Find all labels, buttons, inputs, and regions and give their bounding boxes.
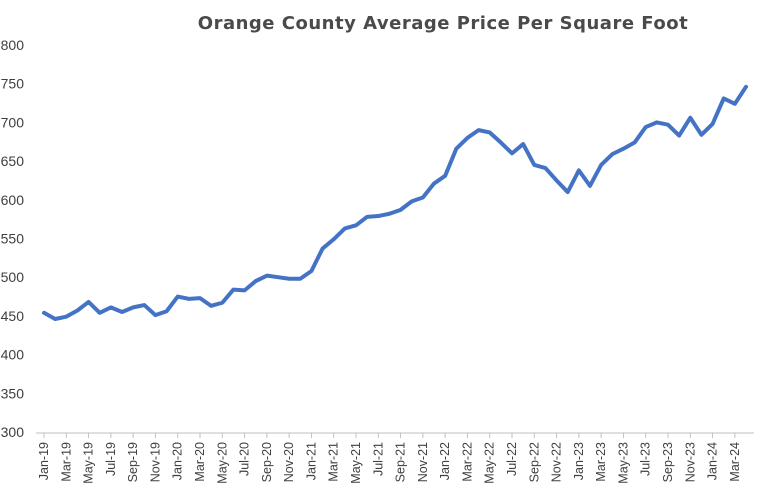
x-tick-label: Mar-21 <box>327 442 341 482</box>
y-axis-labels: 300 350 400 450 500 550 600 650 700 750 800 <box>1 37 25 440</box>
series-line <box>42 84 748 321</box>
x-tick-label: Mar-24 <box>728 442 742 482</box>
x-tick-label: May-19 <box>82 442 96 484</box>
x-tick-label: May-22 <box>483 442 497 484</box>
y-tick-label: 400 <box>1 347 25 363</box>
x-tick-label: Jan-19 <box>37 442 51 480</box>
x-tick-label: Jan-22 <box>438 442 452 480</box>
y-tick-label: 800 <box>1 37 25 53</box>
x-tick-label: Nov-19 <box>148 442 162 482</box>
y-tick-label: 550 <box>1 231 25 247</box>
x-axis-ticks <box>43 433 736 438</box>
x-tick-label: Mar-19 <box>59 442 73 482</box>
x-tick-label: Jul-20 <box>238 442 252 476</box>
y-tick-label: 350 <box>1 385 25 401</box>
x-tick-label: Sep-21 <box>394 442 408 482</box>
x-tick-label: Mar-23 <box>594 442 608 482</box>
x-tick-label: May-23 <box>616 442 630 484</box>
y-tick-label: 300 <box>1 424 25 440</box>
x-tick-label: Jul-23 <box>639 442 653 476</box>
x-tick-label: Sep-19 <box>126 442 140 482</box>
x-tick-label: Jul-21 <box>371 442 385 476</box>
x-tick-label: Nov-23 <box>683 442 697 482</box>
x-tick-label: Nov-20 <box>282 442 296 482</box>
x-tick-label: Jan-21 <box>304 442 318 480</box>
x-tick-label: Sep-20 <box>260 442 274 482</box>
y-tick-label: 750 <box>1 76 25 92</box>
x-tick-label: May-21 <box>349 442 363 484</box>
x-tick-label: Mar-20 <box>193 442 207 482</box>
x-tick-label: Sep-23 <box>661 442 675 482</box>
y-tick-label: 600 <box>1 192 25 208</box>
y-tick-label: 700 <box>1 114 25 130</box>
y-tick-label: 450 <box>1 308 25 324</box>
series-group <box>42 84 748 321</box>
x-tick-label: Sep-22 <box>527 442 541 482</box>
x-tick-label: Mar-22 <box>460 442 474 482</box>
x-tick-label: Nov-22 <box>550 442 564 482</box>
y-tick-label: 500 <box>1 269 25 285</box>
x-tick-label: Jan-23 <box>572 442 586 480</box>
x-tick-label: Jan-24 <box>706 442 720 480</box>
chart-title: Orange County Average Price Per Square F… <box>198 13 688 34</box>
x-axis-labels: Jan-19 Mar-19 May-19 Jul-19 Sep-19 Nov-19 Jan-… <box>37 442 742 484</box>
x-tick-label: Nov-21 <box>416 442 430 482</box>
x-tick-label: Jul-19 <box>104 442 118 476</box>
x-tick-label: Jan-20 <box>171 442 185 480</box>
y-tick-label: 650 <box>1 153 25 169</box>
x-tick-label: May-20 <box>215 442 229 484</box>
x-tick-label: Jul-22 <box>505 442 519 476</box>
